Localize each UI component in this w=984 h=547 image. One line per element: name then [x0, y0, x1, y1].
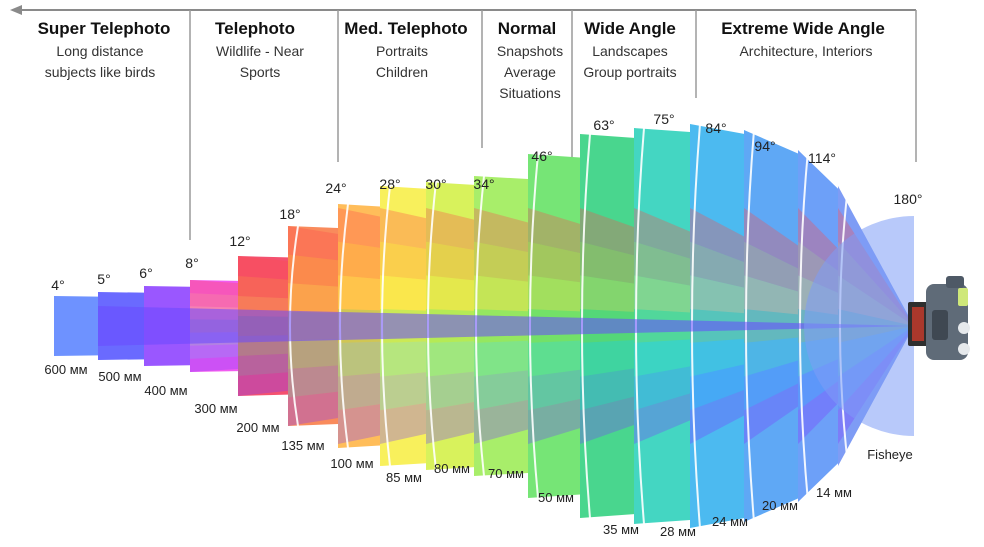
focal-length-label: 70 мм	[488, 466, 524, 481]
angle-label: 8°	[185, 255, 198, 271]
category-desc: Sports	[240, 64, 280, 80]
focal-length-label: 85 мм	[386, 470, 422, 485]
category-extreme-wide-angle: Extreme Wide Angle Architecture, Interio…	[721, 19, 885, 59]
category-desc: Snapshots	[497, 43, 563, 59]
angle-label: 5°	[97, 271, 110, 287]
focal-length-label: 80 мм	[434, 461, 470, 476]
focal-length-label: 20 мм	[762, 498, 798, 513]
category-desc: Architecture, Interiors	[739, 43, 872, 59]
top-arrow	[10, 5, 916, 15]
category-title: Wide Angle	[584, 19, 676, 38]
angle-label: 28°	[379, 176, 400, 192]
angle-label: 12°	[229, 233, 250, 249]
angle-label: 30°	[425, 176, 446, 192]
focal-length-label: 14 мм	[816, 485, 852, 500]
category-desc: Children	[376, 64, 428, 80]
category-desc: Average	[504, 64, 556, 80]
angle-label: 114°	[808, 150, 836, 166]
angle-label: 24°	[325, 180, 346, 196]
angle-label: 84°	[705, 120, 726, 136]
category-title: Super Telephoto	[38, 19, 171, 38]
lens-segment	[54, 296, 98, 356]
focal-length-label: Fisheye	[867, 447, 913, 462]
angle-label: 34°	[473, 176, 494, 192]
category-telephoto: Telephoto Wildlife - Near Sports	[215, 19, 304, 80]
category-desc: Portraits	[376, 43, 428, 59]
focal-length-label: 300 мм	[194, 401, 237, 416]
category-super-telephoto: Super Telephoto Long distance subjects l…	[38, 19, 171, 80]
category-desc: Wildlife - Near	[216, 43, 304, 59]
angle-label: 46°	[531, 148, 552, 164]
category-med-telephoto: Med. Telephoto Portraits Children	[344, 19, 467, 80]
angle-label: 75°	[653, 111, 674, 127]
angle-label: 94°	[754, 138, 775, 154]
focal-length-label: 24 мм	[712, 514, 748, 529]
focal-length-label: 28 мм	[660, 524, 696, 539]
focal-length-label: 50 мм	[538, 490, 574, 505]
category-desc: Long distance	[56, 43, 143, 59]
angle-label: 63°	[593, 117, 614, 133]
focal-length-label: 100 мм	[330, 456, 373, 471]
category-desc: Group portraits	[583, 64, 676, 80]
focal-length-label: 135 мм	[281, 438, 324, 453]
angle-label: 6°	[139, 265, 152, 281]
category-title: Med. Telephoto	[344, 19, 467, 38]
angle-of-view-fan	[54, 123, 914, 529]
center-beam	[98, 306, 914, 346]
category-desc: Situations	[499, 85, 560, 101]
category-title: Telephoto	[215, 19, 295, 38]
category-title: Extreme Wide Angle	[721, 19, 885, 38]
angle-label: 180°	[894, 191, 923, 207]
category-title: Normal	[498, 19, 557, 38]
category-wide-angle: Wide Angle Landscapes Group portraits	[583, 19, 676, 80]
focal-length-label: 500 мм	[98, 369, 141, 384]
focal-length-label: 600 мм	[44, 362, 87, 377]
category-dividers	[189, 10, 917, 240]
focal-length-label: 200 мм	[236, 420, 279, 435]
category-desc: Landscapes	[592, 43, 668, 59]
fisheye-arc	[804, 216, 914, 436]
focal-length-label: 35 мм	[603, 522, 639, 537]
angle-label: 4°	[51, 277, 64, 293]
lens-labels: 4° 600 мм 5° 500 мм 6° 400 мм 8° 300 мм 12° 200 м…	[44, 111, 922, 539]
category-normal: Normal Snapshots Average Situations	[497, 19, 563, 101]
focal-length-label: 400 мм	[144, 383, 187, 398]
angle-label: 18°	[279, 206, 300, 222]
camera-icon	[908, 276, 970, 360]
lens-segment-fill	[54, 296, 98, 356]
category-desc: subjects like birds	[45, 64, 156, 80]
